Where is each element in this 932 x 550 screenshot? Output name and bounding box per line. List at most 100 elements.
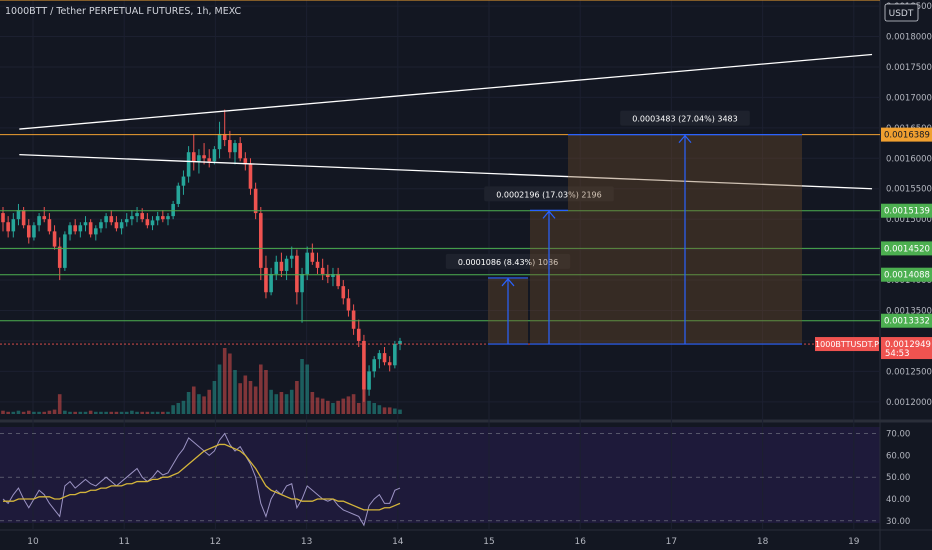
volume-bar <box>295 381 299 414</box>
candle-body <box>331 273 335 278</box>
volume-bar <box>16 410 21 414</box>
rsi-tick: 60.00 <box>886 451 910 461</box>
target-label: 0.0003483 (27.04%) 3483 <box>632 115 737 124</box>
time-axis[interactable]: 10 11 12 13 14 15 16 17 18 19 <box>27 537 860 547</box>
volume-bar <box>279 392 284 414</box>
candle-body <box>68 225 72 235</box>
price-tick[interactable]: 0.0017000 <box>886 93 932 103</box>
level-price-tags: 0.0016389 0.0015139 0.0014520 0.0014088 0.00… <box>881 127 932 328</box>
price-tick[interactable]: 0.0016000 <box>886 154 932 164</box>
volume-bar <box>145 411 150 414</box>
volume-bar <box>274 394 279 414</box>
candle-body <box>119 222 124 229</box>
volume-bar <box>124 411 129 414</box>
candle-body <box>207 158 212 162</box>
price-targets[interactable]: 0.0001086 (8.43%) 1086 0.0002196 (17.03%)… <box>445 110 802 345</box>
time-tick[interactable]: 10 <box>27 537 39 547</box>
candle-body <box>202 155 206 159</box>
candle-body <box>222 133 227 141</box>
volume-bar <box>372 403 377 414</box>
volume-bar <box>222 348 227 414</box>
rsi-panel <box>0 427 880 523</box>
target-arrowhead <box>678 134 692 144</box>
time-tick[interactable]: 11 <box>118 537 129 547</box>
candle-body <box>11 219 16 232</box>
candle-body <box>320 267 325 274</box>
trendlines[interactable] <box>19 53 873 190</box>
symbol-title[interactable]: 1000BTT / Tether PERPETUAL FUTURES, 1h, … <box>5 6 242 17</box>
volume-bar <box>233 370 237 414</box>
candle-body <box>393 343 397 366</box>
candle-body <box>269 273 273 293</box>
currency-button[interactable]: USDT <box>884 3 919 22</box>
candle-body <box>47 219 52 232</box>
volume-bar <box>248 381 253 414</box>
time-tick[interactable]: 14 <box>392 537 404 547</box>
volume-bar <box>264 370 268 414</box>
volume-bar <box>228 353 232 414</box>
candle-body <box>73 225 77 232</box>
candle-body <box>398 340 402 344</box>
candle-body <box>52 231 57 247</box>
candle-body <box>382 353 387 363</box>
volume-bar <box>212 381 217 414</box>
volume-bar <box>171 405 175 414</box>
price-tick[interactable]: 0.0012000 <box>886 398 932 408</box>
volume-bar <box>346 396 351 414</box>
candle-body <box>140 213 145 220</box>
volume-bars <box>1 348 402 414</box>
volume-bar <box>78 411 83 414</box>
time-tick[interactable]: 16 <box>574 537 586 547</box>
candle-body <box>258 213 263 268</box>
volume-bar <box>114 411 119 414</box>
time-tick[interactable]: 13 <box>301 537 312 547</box>
price-tick[interactable]: 0.0015000 <box>886 215 932 225</box>
volume-bar <box>191 386 196 414</box>
candle-body <box>191 152 196 162</box>
volume-bar <box>367 400 371 414</box>
target-arrowhead <box>542 210 556 219</box>
candle-body <box>99 222 103 229</box>
volume-bar <box>135 411 139 414</box>
volume-bar <box>104 411 108 414</box>
candle-body <box>166 216 170 220</box>
candle-body <box>181 176 186 186</box>
candle-body <box>372 359 377 372</box>
volume-bar <box>47 410 52 414</box>
candle-body <box>238 143 242 159</box>
candle-body <box>300 273 304 293</box>
price-tick[interactable]: 0.0018000 <box>886 33 932 43</box>
volume-bar <box>315 397 320 414</box>
time-tick[interactable]: 17 <box>666 537 677 547</box>
volume-bar <box>186 392 191 414</box>
time-tick[interactable]: 12 <box>210 537 221 547</box>
volume-bar <box>362 389 366 414</box>
candle-body <box>57 246 62 268</box>
price-tick[interactable]: 0.0017500 <box>886 63 932 73</box>
price-tick[interactable]: 0.0013500 <box>886 307 932 317</box>
candle-body <box>104 216 108 223</box>
volume-bar <box>130 410 134 414</box>
volume-bar <box>351 394 356 414</box>
level-tag-text: 0.0014088 <box>884 271 930 281</box>
candle-body <box>248 164 253 189</box>
volume-bar <box>207 389 212 414</box>
candle-body <box>377 353 382 360</box>
time-tick[interactable]: 19 <box>848 537 860 547</box>
horizontal-levels[interactable] <box>0 0 880 345</box>
time-tick[interactable]: 15 <box>483 537 494 547</box>
target-label-bg <box>620 110 750 126</box>
volume-bar <box>356 403 361 414</box>
candle-body <box>341 286 346 299</box>
price-tick[interactable]: 0.0015500 <box>886 185 932 195</box>
candle-body <box>233 143 237 153</box>
candle-body <box>26 225 31 238</box>
volume-bar <box>166 411 170 414</box>
price-tick[interactable]: 0.0012500 <box>886 367 932 377</box>
volume-bar <box>181 400 186 414</box>
candle-body <box>176 185 181 204</box>
time-tick[interactable]: 18 <box>757 537 769 547</box>
trendline <box>19 153 873 190</box>
volume-bar <box>300 359 304 414</box>
